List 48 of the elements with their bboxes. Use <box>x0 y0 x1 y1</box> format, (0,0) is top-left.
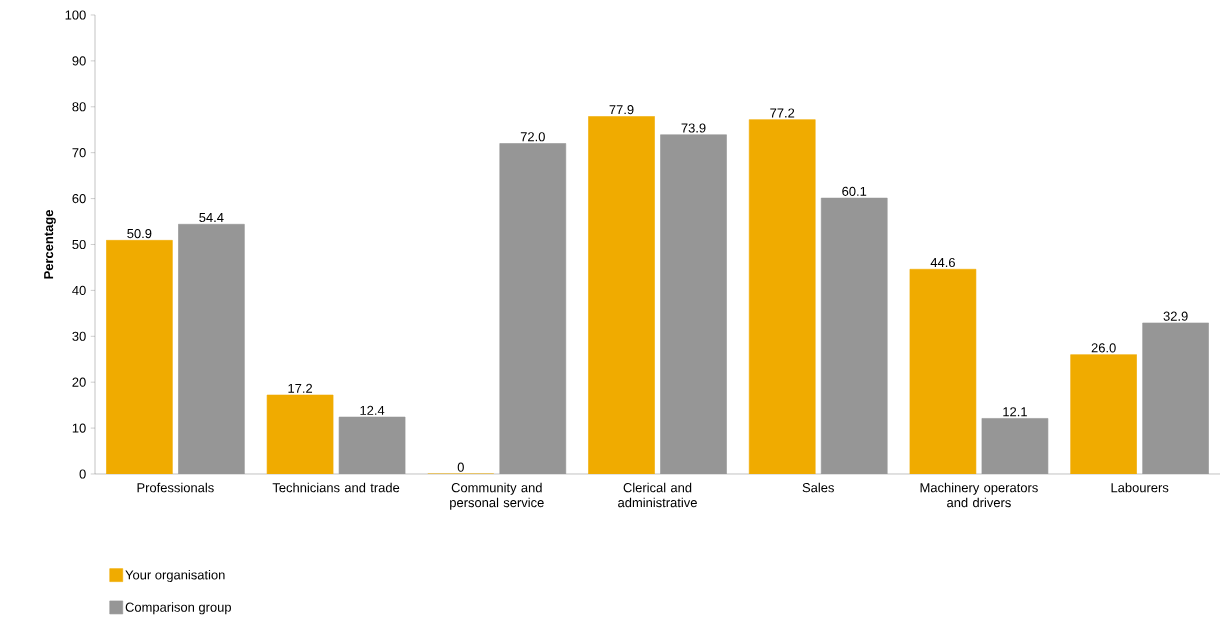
bar <box>1070 354 1137 474</box>
x-tick-label: Machinery operators and drivers <box>920 482 1038 508</box>
y-tick-label: 80 <box>72 102 86 112</box>
bar <box>266 394 334 474</box>
legend-label: Your organisation <box>125 569 225 583</box>
x-tick-label: Technicians and trade <box>272 482 400 493</box>
data-label: 72.0 <box>520 132 545 142</box>
data-label: 32.9 <box>1163 311 1188 321</box>
y-tick-label: 100 <box>65 10 86 20</box>
data-label: 0 <box>457 462 464 472</box>
y-tick-label: 60 <box>72 194 86 204</box>
x-tick-label: Clerical and administrative <box>618 482 697 508</box>
y-tick-label: 30 <box>72 331 86 341</box>
bar <box>588 116 655 474</box>
data-label: 60.1 <box>842 186 867 196</box>
bar <box>820 197 888 474</box>
x-tick-label: Professionals <box>137 482 214 493</box>
bar <box>338 416 406 474</box>
bar <box>981 418 1049 474</box>
data-label: 77.2 <box>770 108 795 118</box>
data-label: 77.9 <box>609 105 634 115</box>
y-tick-label: 70 <box>72 148 86 158</box>
bar <box>748 119 816 474</box>
x-tick-label: Labourers <box>1111 482 1169 493</box>
bar <box>499 143 567 474</box>
data-label: 73.9 <box>681 123 706 133</box>
bar <box>178 223 245 474</box>
y-tick-label: 20 <box>72 377 86 387</box>
bar <box>1142 322 1209 474</box>
data-label: 26.0 <box>1091 343 1116 353</box>
y-tick-label: 0 <box>79 469 86 479</box>
data-label: 50.9 <box>127 228 152 239</box>
y-axis-title: Percentage <box>44 210 56 279</box>
legend-label: Comparison group <box>125 602 231 615</box>
y-tick-label: 50 <box>72 239 86 250</box>
data-label: 12.4 <box>360 405 385 415</box>
x-tick-label: Sales <box>802 482 834 493</box>
data-label: 12.1 <box>1003 407 1027 417</box>
data-label: 17.2 <box>288 383 313 393</box>
data-label: 54.4 <box>199 213 224 223</box>
bar <box>660 134 727 474</box>
y-tick-label: 10 <box>72 423 86 433</box>
y-tick-label: 90 <box>72 56 86 66</box>
x-tick-label: Community and personal service <box>450 482 544 510</box>
bar <box>106 240 173 474</box>
data-label: 44.6 <box>930 257 955 268</box>
bar <box>909 268 977 474</box>
y-tick-label: 40 <box>72 285 86 295</box>
